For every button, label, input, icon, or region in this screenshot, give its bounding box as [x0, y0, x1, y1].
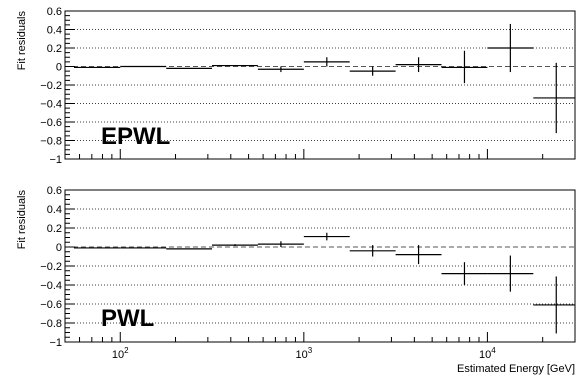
y-tick-label: −0.4	[40, 99, 62, 111]
y-tick-label: −0.6	[40, 299, 62, 311]
data-point	[349, 245, 396, 257]
y-axis-title: Fit residuals	[16, 190, 28, 250]
data-point	[303, 57, 350, 67]
y-tick-label: 0.6	[47, 6, 62, 18]
y-tick-label: −1	[49, 337, 62, 349]
y-tick-label: 0	[56, 62, 62, 74]
x-tick-label: 102	[112, 346, 129, 361]
y-tick-label: 0.6	[47, 185, 62, 197]
data-point	[211, 244, 258, 247]
y-tick-label: −0.2	[40, 80, 62, 92]
data-point	[257, 66, 304, 73]
data-point	[257, 241, 304, 247]
y-tick-label: 0.4	[47, 25, 62, 37]
x-tick-label: 104	[479, 346, 496, 361]
data-point	[441, 262, 488, 285]
x-tick-label: 103	[295, 346, 312, 361]
y-tick-label: 0	[56, 242, 62, 254]
pwl-residual-panel: −1 −0.8 −0.6 −0.4 −0.2 0 0.2 0.4 0.6 102 103 104 Fit…	[16, 185, 576, 375]
y-tick-label: 0.4	[47, 204, 62, 216]
y-tick-label: −0.8	[40, 136, 62, 148]
data-point	[349, 66, 396, 76]
y-tick-label: 0.2	[47, 223, 62, 235]
data-point	[487, 255, 534, 292]
y-tick-label: −0.6	[40, 117, 62, 129]
data-point	[487, 23, 534, 73]
panel-label: EPWL	[101, 123, 170, 150]
panel-label: PWL	[101, 305, 154, 332]
y-tick-label: −0.2	[40, 261, 62, 273]
y-tick-label: −0.8	[40, 318, 62, 330]
x-axis-title: Estimated Energy [GeV]	[457, 363, 575, 375]
data-point	[441, 50, 488, 84]
data-point	[533, 62, 575, 134]
epwl-residual-panel: −1 −0.8 −0.6 −0.4 −0.2 0 0.2 0.4 0.6 Fit residual…	[16, 6, 576, 166]
y-tick-label: 0.2	[47, 43, 62, 55]
data-point	[395, 245, 442, 265]
y-axis-title: Fit residuals	[16, 11, 28, 71]
data-point	[395, 57, 442, 73]
data-point	[303, 232, 350, 241]
y-tick-label: −1	[49, 154, 62, 166]
y-tick-label: −0.4	[40, 280, 62, 292]
data-point	[533, 276, 575, 334]
